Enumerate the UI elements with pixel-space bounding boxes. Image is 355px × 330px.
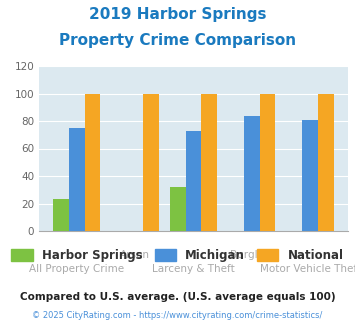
Text: Property Crime Comparison: Property Crime Comparison (59, 33, 296, 48)
Text: © 2025 CityRating.com - https://www.cityrating.com/crime-statistics/: © 2025 CityRating.com - https://www.city… (32, 311, 323, 320)
Bar (244, 115, 260, 231)
Bar (170, 187, 186, 231)
Text: All Property Crime: All Property Crime (29, 264, 124, 274)
Bar (201, 93, 217, 231)
Text: Motor Vehicle Theft: Motor Vehicle Theft (260, 264, 355, 274)
Bar (53, 199, 69, 231)
Bar (260, 93, 275, 231)
Text: Burglary: Burglary (230, 250, 274, 260)
Bar (186, 131, 201, 231)
Bar (69, 128, 84, 231)
Bar (143, 93, 159, 231)
Text: 2019 Harbor Springs: 2019 Harbor Springs (89, 7, 266, 21)
Bar (84, 93, 100, 231)
Bar (318, 93, 334, 231)
Text: Larceny & Theft: Larceny & Theft (152, 264, 235, 274)
Bar (302, 120, 318, 231)
Text: Compared to U.S. average. (U.S. average equals 100): Compared to U.S. average. (U.S. average … (20, 292, 335, 302)
Legend: Harbor Springs, Michigan, National: Harbor Springs, Michigan, National (7, 244, 348, 266)
Text: Arson: Arson (120, 250, 150, 260)
